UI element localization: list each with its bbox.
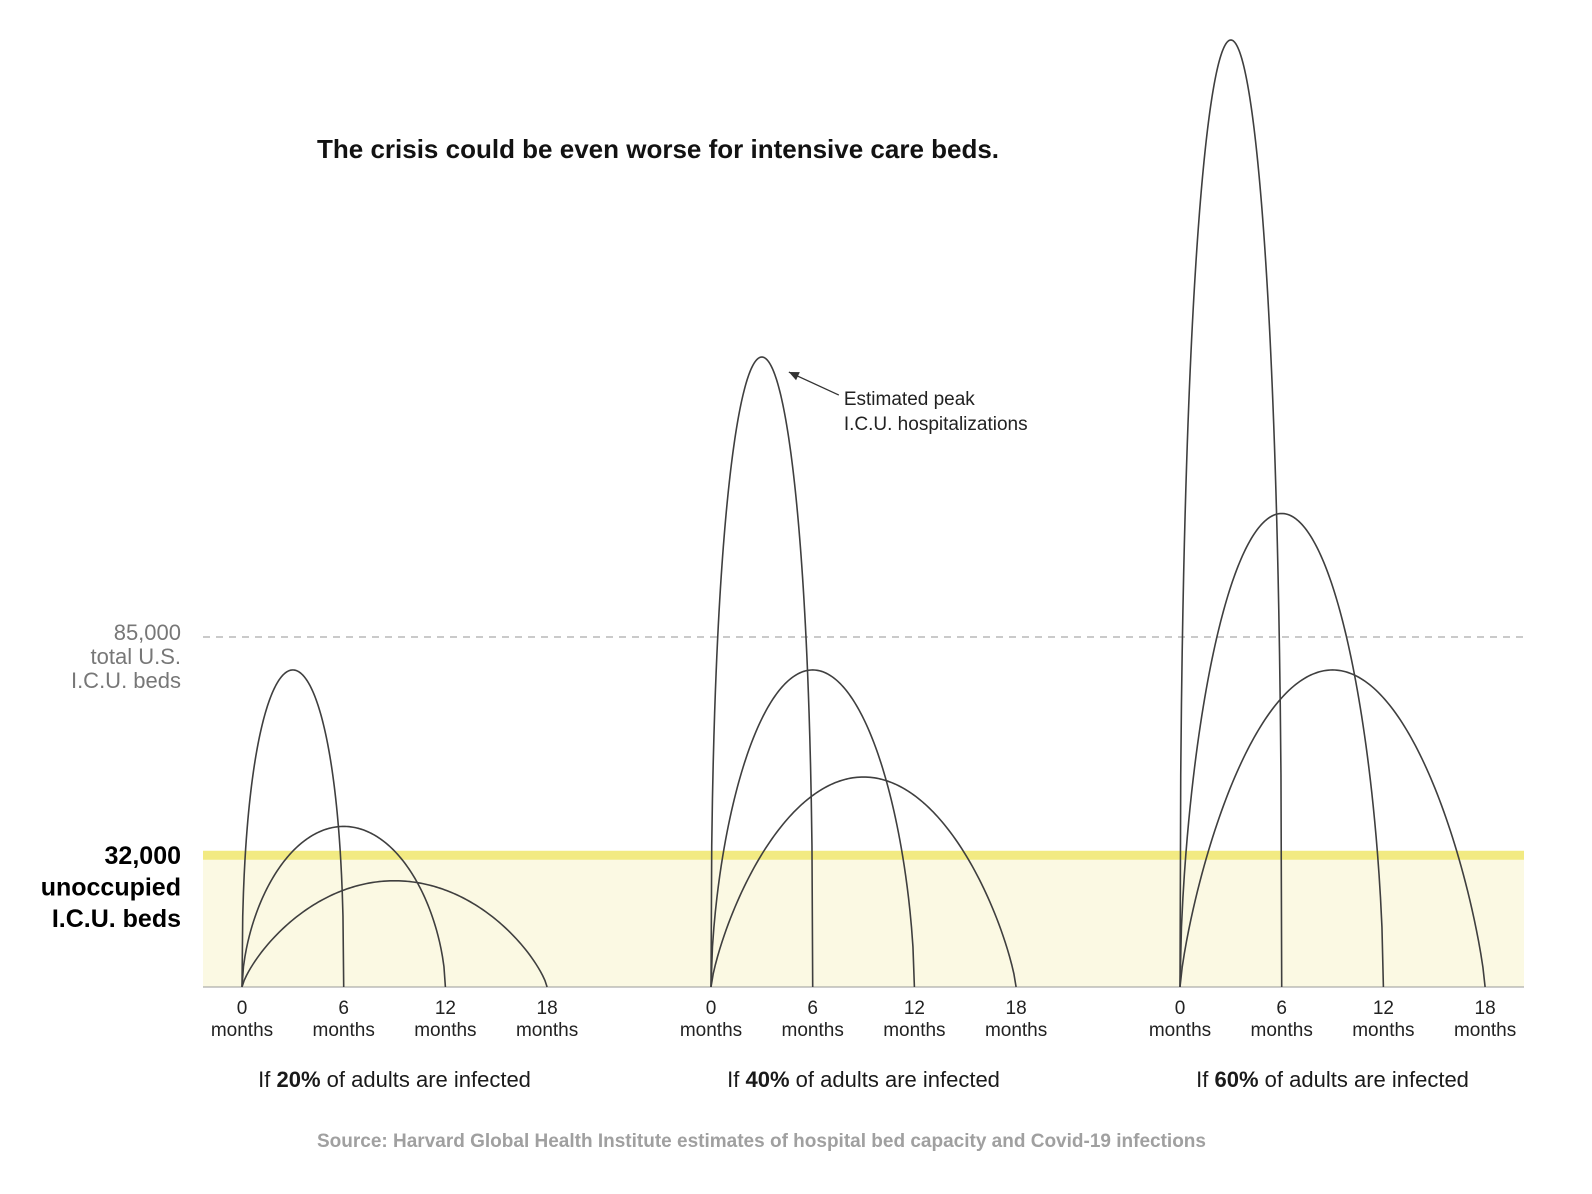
unoccupied-beds-label-line: 32,000: [105, 842, 181, 870]
curve-panel2-18mo: [710, 776, 1017, 988]
peak-annotation: Estimated peak I.C.U. hospitalizations: [788, 371, 1028, 435]
curve-panel2-12mo: [710, 669, 916, 988]
x-tick-unit: months: [313, 1020, 375, 1041]
panel-label-percent: 20%: [277, 1067, 321, 1092]
unoccupied-beds-label-line: I.C.U. beds: [52, 905, 181, 933]
x-tick-label: 12: [904, 998, 925, 1019]
curve-panel2-6mo: [710, 356, 814, 988]
x-tick-label: 0: [237, 998, 248, 1019]
x-tick-unit: months: [1352, 1020, 1414, 1041]
panel-label: If 20% of adults are infected: [258, 1067, 531, 1092]
x-tick-unit: months: [1149, 1020, 1211, 1041]
x-tick-label: 12: [1373, 998, 1394, 1019]
unoccupied-beds-label-line: unoccupied: [41, 874, 181, 902]
panel-label: If 40% of adults are infected: [727, 1067, 1000, 1092]
x-tick-unit: months: [680, 1020, 742, 1041]
panel-label-suffix: of adults are infected: [1259, 1067, 1469, 1092]
unoccupied-beds-label: 32,000 unoccupied I.C.U. beds: [41, 842, 181, 933]
x-tick-unit: months: [883, 1020, 945, 1041]
panel-label-prefix: If: [1196, 1067, 1214, 1092]
source-note: Source: Harvard Global Health Institute …: [317, 1131, 1206, 1152]
annotation-arrowhead: [788, 372, 800, 381]
annotation-text-line: Estimated peak: [844, 389, 975, 410]
x-tick-label: 0: [706, 998, 717, 1019]
total-beds-label-line: 85,000: [114, 620, 181, 645]
x-tick-label: 18: [1006, 998, 1027, 1019]
x-tick-unit: months: [414, 1020, 476, 1041]
curve-panel1-6mo: [241, 669, 345, 988]
total-beds-label: 85,000 total U.S. I.C.U. beds: [71, 620, 181, 693]
chart-title: The crisis could be even worse for inten…: [317, 134, 999, 164]
x-tick-label: 18: [1475, 998, 1496, 1019]
x-tick-label: 0: [1175, 998, 1186, 1019]
panel-label-prefix: If: [258, 1067, 276, 1092]
x-tick-unit: months: [211, 1020, 273, 1041]
annotation-text-line: I.C.U. hospitalizations: [844, 414, 1028, 435]
x-tick-label: 6: [338, 998, 349, 1019]
total-beds-label-line: I.C.U. beds: [71, 668, 181, 693]
x-tick-unit: months: [782, 1020, 844, 1041]
panel-label-percent: 60%: [1215, 1067, 1259, 1092]
panel-label-prefix: If: [727, 1067, 745, 1092]
hospitalization-curves: [241, 39, 1486, 988]
curve-panel1-12mo: [241, 825, 447, 988]
x-tick-unit: months: [1454, 1020, 1516, 1041]
x-tick-unit: months: [1251, 1020, 1313, 1041]
x-tick-label: 6: [807, 998, 818, 1019]
x-tick-label: 18: [537, 998, 558, 1019]
panel-label-percent: 40%: [746, 1067, 790, 1092]
panel-label-suffix: of adults are infected: [321, 1067, 531, 1092]
curve-panel3-6mo: [1179, 39, 1283, 988]
curve-panel1-18mo: [241, 879, 548, 988]
capacity-bands: [203, 636, 1524, 988]
unoccupied-beds-area: [203, 855, 1524, 987]
panel-label-suffix: of adults are infected: [790, 1067, 1000, 1092]
panel-label: If 60% of adults are infected: [1196, 1067, 1469, 1092]
curve-panel3-18mo: [1179, 669, 1486, 988]
x-tick-unit: months: [516, 1020, 578, 1041]
total-beds-label-line: total U.S.: [91, 644, 181, 669]
x-tick-unit: months: [985, 1020, 1047, 1041]
curve-panel3-12mo: [1179, 512, 1385, 988]
x-tick-label: 12: [435, 998, 456, 1019]
x-tick-label: 6: [1276, 998, 1287, 1019]
